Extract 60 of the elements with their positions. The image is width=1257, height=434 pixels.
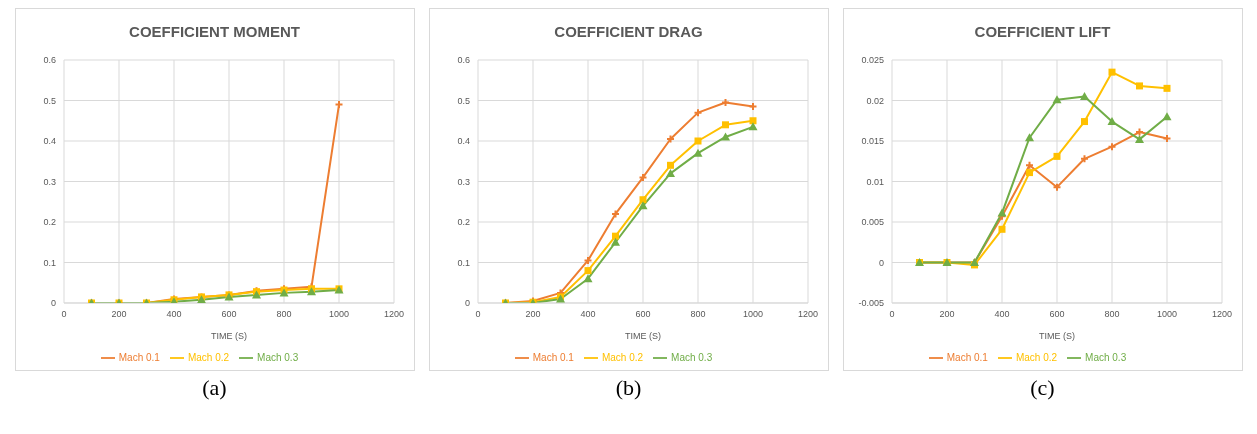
y-tick-label: 0.6 bbox=[456, 55, 470, 66]
y-tick-label: 0.01 bbox=[865, 176, 884, 187]
legend-label: Mach 0.2 bbox=[601, 351, 644, 363]
x-tick-label: 0 bbox=[474, 309, 481, 320]
legend-label: Mach 0.3 bbox=[257, 351, 299, 363]
y-tick-label: 0.2 bbox=[42, 217, 56, 228]
x-tick-label: 200 bbox=[938, 309, 955, 320]
x-tick-label: 1200 bbox=[797, 309, 818, 320]
x-tick-label: 0 bbox=[60, 309, 67, 320]
y-tick-label: 0.005 bbox=[860, 217, 884, 228]
x-tick-label: 400 bbox=[165, 309, 182, 320]
x-tick-label: 200 bbox=[524, 309, 541, 320]
x-axis-title: TIME (S) bbox=[624, 331, 661, 341]
legend-label: Mach 0.2 bbox=[1015, 351, 1058, 363]
y-tick-label: 0.015 bbox=[860, 136, 884, 147]
legend-label: Mach 0.2 bbox=[187, 351, 230, 363]
legend-label: Mach 0.3 bbox=[1085, 351, 1127, 363]
y-tick-label: 0.02 bbox=[865, 95, 884, 106]
x-tick-label: 600 bbox=[220, 309, 237, 320]
y-tick-label: 0.6 bbox=[42, 55, 56, 66]
chart-title: COEFFICIENT LIFT bbox=[973, 23, 1112, 40]
x-tick-label: 0 bbox=[888, 309, 895, 320]
x-tick-label: 1000 bbox=[742, 309, 763, 320]
y-tick-label: 0.1 bbox=[456, 257, 470, 268]
x-tick-label: 800 bbox=[1103, 309, 1120, 320]
chart-title: COEFFICIENT DRAG bbox=[553, 23, 704, 40]
x-tick-label: 1200 bbox=[383, 309, 404, 320]
x-tick-label: 600 bbox=[1048, 309, 1065, 320]
x-tick-label: 1200 bbox=[1211, 309, 1232, 320]
text: (a) bbox=[202, 375, 227, 401]
text: (b) bbox=[615, 375, 642, 401]
y-tick-label: 0.4 bbox=[456, 136, 470, 147]
x-tick-label: 1000 bbox=[1156, 309, 1177, 320]
x-tick-label: 1000 bbox=[328, 309, 349, 320]
y-tick-label: 0.3 bbox=[456, 176, 470, 187]
chart-title: COEFFICIENT MOMENT bbox=[128, 23, 301, 40]
x-axis-title: TIME (S) bbox=[210, 331, 247, 341]
x-tick-label: 800 bbox=[689, 309, 706, 320]
y-tick-label: 0 bbox=[878, 257, 884, 268]
legend-label: Mach 0.1 bbox=[118, 351, 160, 363]
x-axis-title: TIME (S) bbox=[1038, 331, 1075, 341]
x-tick-label: 200 bbox=[110, 309, 127, 320]
y-tick-label: 0 bbox=[50, 298, 56, 309]
legend-label: Mach 0.1 bbox=[532, 351, 574, 363]
x-tick-label: 800 bbox=[275, 309, 292, 320]
x-tick-label: 400 bbox=[993, 309, 1010, 320]
y-tick-label: 0.025 bbox=[860, 55, 884, 66]
text: (c) bbox=[1030, 375, 1055, 401]
y-tick-label: 0.1 bbox=[42, 257, 56, 268]
y-tick-label: 0.4 bbox=[42, 136, 56, 147]
y-tick-label: 0.5 bbox=[456, 95, 470, 106]
y-tick-label: 0.2 bbox=[456, 217, 470, 228]
x-tick-label: 600 bbox=[634, 309, 651, 320]
y-tick-label: 0 bbox=[464, 298, 470, 309]
x-tick-label: 400 bbox=[579, 309, 596, 320]
y-tick-label: -0.005 bbox=[857, 298, 884, 309]
y-tick-label: 0.5 bbox=[42, 95, 56, 106]
legend-label: Mach 0.1 bbox=[946, 351, 988, 363]
legend-label: Mach 0.3 bbox=[671, 351, 713, 363]
y-tick-label: 0.3 bbox=[42, 176, 56, 187]
